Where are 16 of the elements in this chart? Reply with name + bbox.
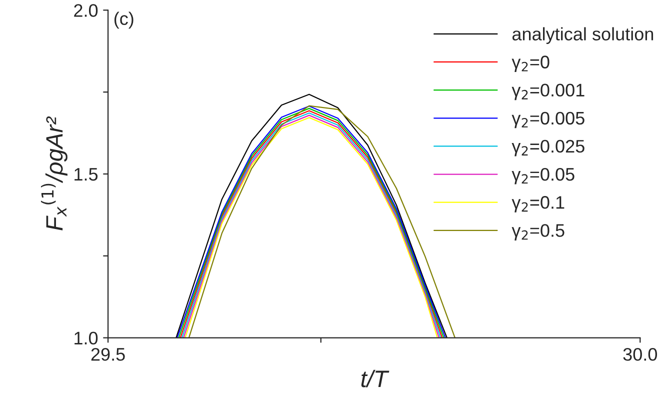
x-axis-title: t/T <box>361 370 390 388</box>
legend-label: γ$_{2}$=0.005 <box>512 112 584 128</box>
x-tick-label: 30.0 <box>623 348 657 361</box>
legend-label: γ$_{2}$=0.001 <box>512 84 584 100</box>
legend-label: γ$_{2}$=0.1 <box>512 196 564 212</box>
y-tick-label: 2.0 <box>74 4 98 17</box>
legend-label: γ$_{2}$=0.05 <box>512 168 574 184</box>
legend-label: analytical solution <box>512 27 654 44</box>
legend-label: γ$_{2}$=0.025 <box>512 140 584 156</box>
x-tick-label: 29.5 <box>91 348 125 361</box>
annotation: (c) <box>114 12 134 29</box>
y-axis-title: F$_{x}$$^{(1)}$/ρgAr² <box>40 116 68 230</box>
legend-label: γ$_{2}$=0.5 <box>512 224 564 240</box>
legend-label: γ$_{2}$=0 <box>512 56 550 72</box>
y-tick-label: 1.5 <box>74 168 98 181</box>
y-tick-label: 1.0 <box>74 332 98 345</box>
